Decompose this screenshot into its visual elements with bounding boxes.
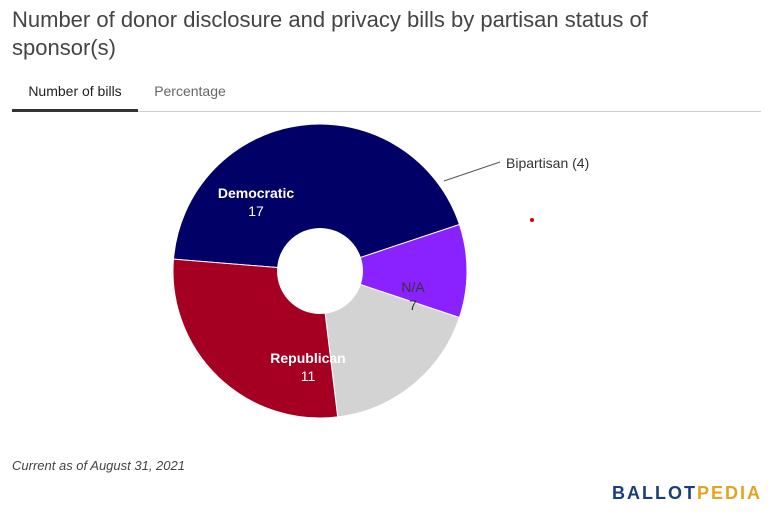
slice-label-democratic: Democratic [218, 185, 294, 201]
slice-value-republican: 11 [301, 368, 316, 384]
bipartisan-leader-line [443, 161, 501, 182]
slice-label-n-a: N/A [401, 279, 425, 295]
footnote: Current as of August 31, 2021 [12, 458, 185, 473]
donut-hole [277, 228, 363, 314]
tab-percentage[interactable]: Percentage [154, 83, 226, 99]
ballotpedia-logo: BALLOTPEDIA [612, 483, 762, 503]
slice-democratic[interactable] [172, 123, 461, 272]
slice-label-bipartisan: Bipartisan (4) [506, 155, 589, 171]
slice-n-a[interactable] [319, 270, 461, 418]
chart-title: Number of donor disclosure and privacy b… [12, 7, 648, 60]
red-dot [530, 218, 534, 222]
slice-bipartisan[interactable] [318, 223, 468, 319]
donut-chart: Democratic 17 Bipartisan (4) N/A 7 Republican… [172, 123, 589, 419]
slice-value-democratic: 17 [248, 203, 264, 219]
chart-tabs: Number of bills Percentage [12, 79, 761, 112]
slice-label-republican: Republican [270, 350, 345, 366]
tab-number-of-bills[interactable]: Number of bills [12, 79, 138, 112]
slice-value-n-a: 7 [409, 297, 417, 313]
